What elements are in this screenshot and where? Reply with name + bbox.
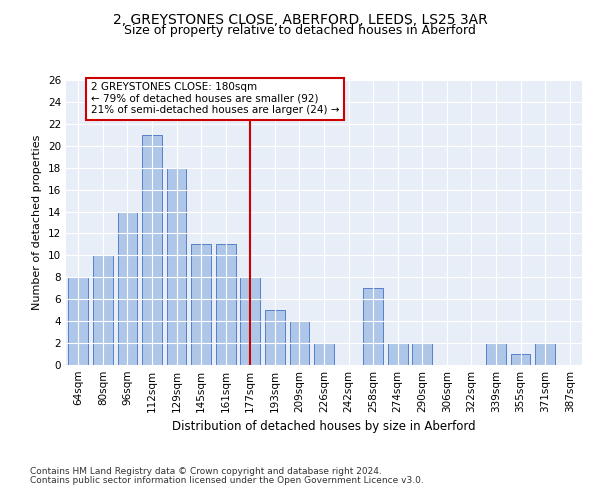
Text: 2, GREYSTONES CLOSE, ABERFORD, LEEDS, LS25 3AR: 2, GREYSTONES CLOSE, ABERFORD, LEEDS, LS…: [113, 12, 487, 26]
Bar: [142, 135, 162, 365]
Bar: [535, 343, 555, 365]
Bar: [93, 256, 113, 365]
Bar: [388, 343, 407, 365]
Bar: [314, 343, 334, 365]
Bar: [216, 244, 236, 365]
Text: Contains public sector information licensed under the Open Government Licence v3: Contains public sector information licen…: [30, 476, 424, 485]
Text: Contains HM Land Registry data © Crown copyright and database right 2024.: Contains HM Land Registry data © Crown c…: [30, 467, 382, 476]
Bar: [290, 321, 309, 365]
Bar: [265, 310, 284, 365]
Bar: [118, 212, 137, 365]
Bar: [364, 288, 383, 365]
X-axis label: Distribution of detached houses by size in Aberford: Distribution of detached houses by size …: [172, 420, 476, 434]
Bar: [486, 343, 506, 365]
Text: 2 GREYSTONES CLOSE: 180sqm
← 79% of detached houses are smaller (92)
21% of semi: 2 GREYSTONES CLOSE: 180sqm ← 79% of deta…: [91, 82, 339, 116]
Bar: [68, 278, 88, 365]
Text: Size of property relative to detached houses in Aberford: Size of property relative to detached ho…: [124, 24, 476, 37]
Bar: [167, 168, 187, 365]
Bar: [241, 278, 260, 365]
Y-axis label: Number of detached properties: Number of detached properties: [32, 135, 43, 310]
Bar: [511, 354, 530, 365]
Bar: [412, 343, 432, 365]
Bar: [191, 244, 211, 365]
